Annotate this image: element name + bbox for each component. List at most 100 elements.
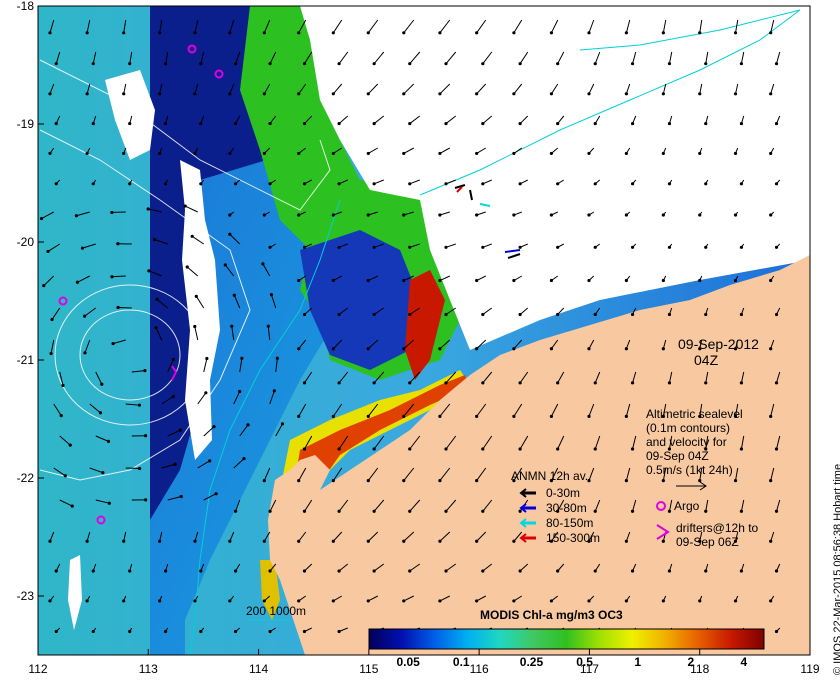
velocity-arrow-head (179, 494, 183, 499)
velocity-arrow (203, 493, 217, 501)
colorbar-tick-label: 2 (687, 655, 695, 669)
velocity-arrow (229, 233, 241, 245)
velocity-arrow-head (171, 394, 175, 399)
velocity-arrow-head (481, 121, 485, 126)
velocity-arrow-head (475, 92, 479, 96)
velocity-arrow-head (48, 539, 52, 543)
velocity-arrow (625, 83, 631, 94)
velocity-arrow-head (438, 151, 442, 156)
velocity-arrow-head (438, 539, 442, 543)
velocity-arrow-head (268, 182, 272, 186)
velocity-arrow-head (199, 62, 203, 66)
velocity-arrow-head (101, 471, 105, 475)
velocity-arrow (304, 51, 313, 64)
velocity-arrow-head (774, 447, 779, 451)
velocity-arrow-head (698, 479, 702, 483)
velocity-arrow (125, 467, 140, 470)
velocity-arrow-head (402, 479, 406, 483)
velocity-arrow (271, 294, 277, 309)
velocity-arrow-head (518, 447, 522, 451)
velocity-arrow-head (147, 269, 151, 273)
velocity-arrow (197, 392, 207, 405)
velocity-arrow (229, 83, 235, 94)
velocity-arrow (338, 51, 349, 64)
velocity-arrow-head (438, 347, 442, 351)
velocity-arrow-head (111, 341, 115, 346)
velocity-arrow-head (556, 121, 560, 126)
velocity-arrow-head (158, 539, 162, 543)
velocity-arrow (50, 339, 55, 354)
velocity-arrow-head (774, 245, 779, 249)
velocity-arrow (482, 563, 493, 572)
velocity-arrow (403, 275, 414, 281)
southern-coast-chl (260, 560, 280, 620)
velocity-arrow-head (408, 447, 412, 451)
velocity-arrow-head (733, 479, 738, 483)
argo-legend: Argo (654, 499, 699, 513)
velocity-arrow-head (667, 509, 672, 513)
velocity-arrow (92, 51, 97, 64)
y-tick-label: -18 (16, 0, 34, 13)
land-mass (268, 255, 810, 655)
velocity-arrow (735, 467, 739, 481)
velocity-arrow-head (178, 428, 182, 432)
velocity-arrow-head (769, 213, 773, 217)
velocity-arrow-head (297, 31, 301, 35)
velocity-arrow-head (91, 182, 95, 186)
velocity-arrow (668, 371, 673, 383)
velocity-arrow (304, 499, 313, 512)
velocity-arrow-head (739, 381, 744, 385)
velocity-arrow (513, 19, 523, 34)
velocity-arrow-head (774, 121, 779, 126)
velocity-arrow (333, 147, 343, 154)
velocity-arrow-head (630, 509, 635, 513)
velocity-arrow (403, 467, 415, 481)
velocity-arrow-head (739, 62, 744, 66)
velocity-arrow-head (110, 275, 114, 279)
velocity-arrow-head (624, 278, 628, 283)
plot-frame (37, 5, 811, 656)
velocity-arrow-head (153, 237, 157, 242)
velocity-arrow-head (556, 569, 560, 573)
velocity-arrow-head (549, 599, 554, 603)
velocity-arrow (161, 463, 176, 469)
velocity-arrow (275, 423, 283, 437)
velocity-arrow-head (733, 278, 738, 283)
velocity-arrow-head (512, 347, 516, 351)
velocity-arrow (632, 371, 637, 383)
sealevel-contours (39, 59, 331, 481)
velocity-arrow-head (769, 539, 773, 543)
anmn-legend-row: 30-80m (518, 501, 587, 515)
drifter-chevron-icon (656, 524, 670, 540)
velocity-arrow-head (769, 31, 773, 35)
velocity-arrow-head (549, 31, 554, 35)
velocity-arrow (735, 83, 739, 94)
velocity-arrow (550, 531, 559, 542)
velocity-arrow (43, 275, 55, 286)
velocity-arrow (298, 467, 307, 481)
velocity-arrow-head (518, 569, 522, 573)
velocity-arrow (373, 435, 385, 450)
velocity-arrow-head (138, 466, 142, 471)
altimetry-line-4: 09-Sep 04Z (646, 449, 709, 463)
velocity-arrow (338, 307, 349, 315)
velocity-arrow-head (233, 62, 238, 66)
velocity-arrow-head (556, 182, 560, 186)
velocity-arrow-head (331, 278, 335, 283)
velocity-arrow-head (481, 312, 485, 317)
velocity-arrow (59, 499, 73, 507)
velocity-arrow-head (593, 182, 597, 186)
velocity-arrow-head (624, 92, 628, 96)
velocity-arrow-head (661, 31, 665, 35)
velocity-arrow-head (518, 121, 522, 126)
x-tick-label: 112 (28, 662, 48, 676)
velocity-arrow (77, 275, 90, 283)
velocity-arrow (439, 275, 450, 281)
velocity-arrow-head (337, 509, 341, 513)
velocity-arrow-head (661, 213, 665, 217)
velocity-arrow-head (704, 381, 708, 385)
x-tick-label: 113 (138, 662, 158, 676)
drifters-legend: drifters@12h to 09-Sep 06Z (654, 521, 758, 549)
velocity-arrow-head (481, 569, 485, 573)
